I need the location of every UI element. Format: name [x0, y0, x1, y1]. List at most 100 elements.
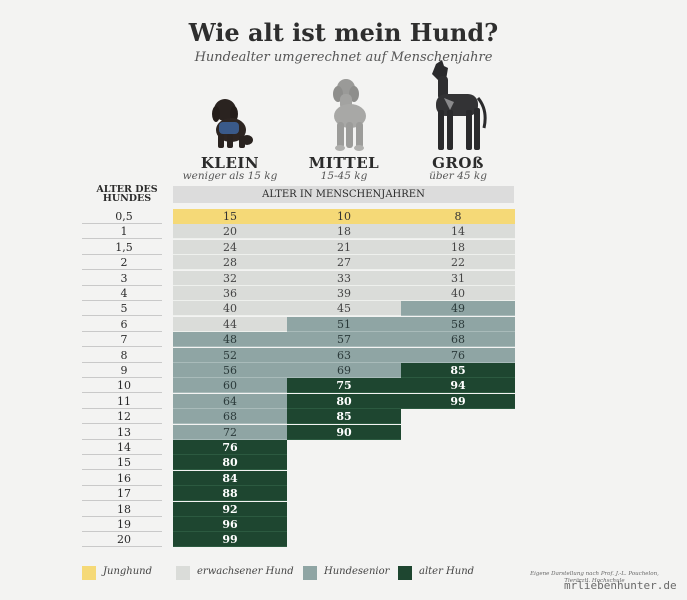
human-age-cell: 94	[401, 378, 515, 394]
human-age-cell: 8	[401, 209, 515, 224]
page-subtitle: Hundealter umgerechnet auf Menschenjahre	[194, 50, 493, 65]
dog-age-cell: 19	[82, 517, 162, 532]
table-row: 9 56 69 85	[82, 363, 515, 378]
dog-age-cell: 15	[82, 455, 162, 471]
human-age-cell: 90	[287, 424, 401, 440]
table-row: 16 84	[82, 470, 514, 486]
table-row: 10 60 75 94	[82, 378, 515, 394]
human-age-cell: 63	[287, 347, 401, 363]
small-dog-icon	[212, 99, 253, 148]
table-row: 14 76	[82, 440, 514, 455]
legend-label: Junghund	[103, 566, 153, 577]
watermark-text: mrliebenhunter.de	[564, 579, 677, 592]
human-age-cell: 18	[287, 224, 401, 240]
human-age-cell: 40	[173, 301, 287, 317]
human-age-cell: 56	[173, 363, 287, 378]
human-age-cell: 92	[173, 501, 287, 517]
human-age-cell: 96	[173, 517, 287, 532]
human-age-cell: 39	[287, 286, 401, 301]
dog-age-cell: 7	[82, 332, 162, 348]
dog-age-cell: 12	[82, 409, 162, 425]
legend-swatch	[82, 566, 96, 580]
large-dog-icon	[432, 60, 487, 150]
human-age-cell: 52	[173, 347, 287, 363]
dog-age-cell: 10	[82, 378, 162, 394]
size-name: MITTEL	[308, 154, 380, 172]
human-age-cell: 48	[173, 332, 287, 348]
dog-age-cell: 17	[82, 486, 162, 502]
table-row: 5 40 45 49	[82, 301, 515, 317]
table-row: 18 92	[82, 501, 514, 517]
size-header-medium: MITTEL 15-45 kg	[287, 154, 401, 182]
human-age-cell: 85	[401, 363, 515, 378]
human-age-cell: 51	[287, 316, 401, 332]
human-age-cell: 58	[401, 316, 515, 332]
dog-age-cell: 16	[82, 471, 162, 486]
human-age-cell: 60	[173, 378, 287, 394]
size-header-small: KLEIN weniger als 15 kg	[173, 154, 287, 182]
human-age-cell: 31	[401, 270, 515, 286]
human-age-cell: 69	[287, 363, 401, 378]
dog-age-cell: 9	[82, 363, 162, 378]
source-note: Eigene Darstellung nach Prof. J.-L. Pouc…	[530, 571, 659, 584]
dog-age-cell: 0,5	[82, 209, 162, 224]
table-row: 17 88	[82, 486, 514, 502]
table-row: 11 64 80 99	[82, 393, 515, 409]
human-age-cell: 72	[173, 424, 287, 440]
table-row: 2 28 27 22	[82, 255, 515, 271]
dog-age-cell: 1,5	[82, 240, 162, 255]
size-weight: 15-45 kg	[320, 170, 368, 182]
human-age-cell: 68	[401, 332, 515, 348]
medium-dog-icon	[333, 79, 366, 151]
dog-age-cell: 14	[82, 440, 162, 455]
size-header-large: GROß über 45 kg	[401, 154, 515, 182]
age-column-header: ALTER DES HUNDES	[96, 184, 158, 204]
table-row: 15 80	[82, 455, 514, 471]
human-age-cell: 57	[287, 332, 401, 348]
dog-age-cell: 4	[82, 286, 162, 301]
size-weight: weniger als 15 kg	[182, 170, 278, 182]
human-age-cell: 33	[287, 270, 401, 286]
human-age-cell: 75	[287, 378, 401, 394]
human-age-cell: 10	[287, 209, 401, 224]
dog-age-cell: 11	[82, 394, 162, 409]
human-age-cell: 44	[173, 316, 287, 332]
human-age-cell: 32	[173, 270, 287, 286]
human-age-cell: 85	[287, 409, 401, 425]
legend-label: Hundesenior	[324, 566, 390, 577]
human-age-cell: 76	[401, 347, 515, 363]
legend-swatch	[398, 566, 412, 580]
dog-age-cell: 2	[82, 255, 162, 271]
human-age-cell: 20	[173, 224, 287, 240]
table-row: 8 52 63 76	[82, 347, 515, 363]
table-row: 13 72 90	[82, 424, 514, 440]
table-row: 7 48 57 68	[82, 332, 515, 348]
human-age-cell: 99	[173, 532, 287, 548]
dog-age-cell: 1	[82, 224, 162, 240]
human-age-cell: 49	[401, 301, 515, 317]
human-age-cell: 80	[173, 455, 287, 471]
legend-swatch	[303, 566, 317, 580]
dog-age-cell: 5	[82, 301, 162, 317]
human-age-cell: 88	[173, 486, 287, 502]
human-years-header: ALTER IN MENSCHENJAHREN	[173, 186, 514, 203]
human-age-cell: 21	[287, 239, 401, 255]
human-age-cell: 40	[401, 286, 515, 301]
human-age-cell: 99	[401, 393, 515, 409]
legend-label: erwachsener Hund	[197, 566, 294, 577]
human-age-cell: 18	[401, 239, 515, 255]
dog-age-cell: 6	[82, 317, 162, 332]
table-row: 12 68 85	[82, 409, 514, 425]
page-title: Wie alt ist mein Hund?	[188, 18, 499, 47]
human-age-cell: 64	[173, 393, 287, 409]
table-row: 20 99	[82, 532, 514, 548]
human-age-cell: 27	[287, 255, 401, 271]
legend-swatch	[176, 566, 190, 580]
legend-label: alter Hund	[419, 566, 475, 577]
human-age-cell: 28	[173, 255, 287, 271]
size-name: KLEIN	[200, 154, 260, 172]
human-age-cell: 24	[173, 239, 287, 255]
table-row: 6 44 51 58	[82, 316, 515, 332]
human-age-cell: 68	[173, 409, 287, 425]
human-age-cell: 80	[287, 393, 401, 409]
